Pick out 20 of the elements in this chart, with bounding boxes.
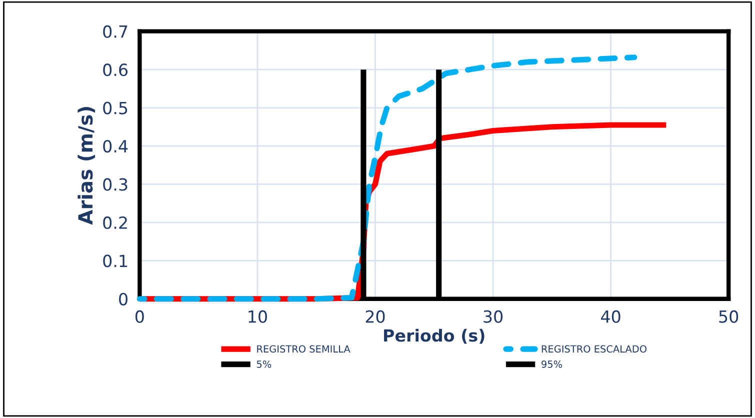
x-tick-label: 20 [366,310,385,323]
y-tick-label: 0.1 [103,254,128,268]
x-tick-label: 30 [484,310,503,323]
x-tick-label: 50 [719,310,738,323]
legend-label: REGISTRO SEMILLA [257,345,350,353]
y-tick-label: 0 [119,292,128,306]
x-tick-label: 10 [248,310,267,323]
y-tick-label: 0.7 [103,25,128,38]
y-axis-title: Arias (m/s) [78,107,96,225]
y-tick-label: 0.6 [103,64,128,76]
legend-label: 5% [256,360,272,368]
x-tick-label: 0 [135,310,144,323]
y-tick-label: 0.3 [103,178,128,191]
legend-label: 95% [542,360,562,368]
y-tick-label: 0.5 [103,102,128,114]
x-axis-title: Periodo (s) [384,328,484,344]
x-tick-label: 40 [601,310,620,323]
legend-label: REGISTRO ESCALADO [542,345,646,353]
y-tick-label: 0.2 [103,216,127,230]
y-tick-label: 0.4 [103,140,128,153]
